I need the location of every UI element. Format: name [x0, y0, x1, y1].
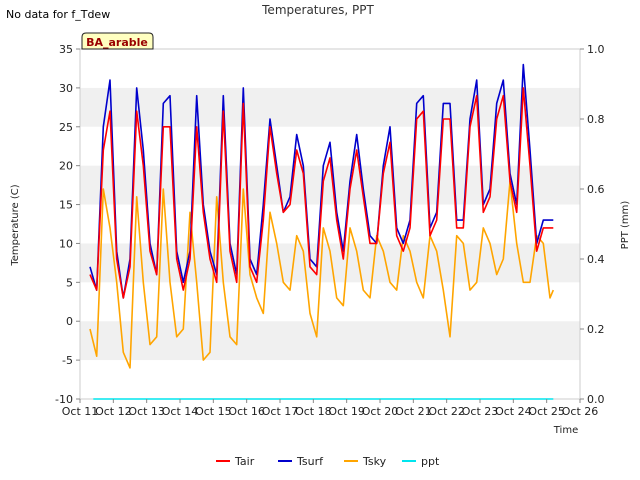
x-tick-label: Oct 19	[328, 405, 365, 418]
y-right-tick-label: 0.0	[587, 393, 605, 406]
y-tick-label: 0	[66, 315, 73, 328]
x-tick-label: Oct 26	[562, 405, 599, 418]
series-lines	[89, 63, 555, 400]
site-badge-box	[81, 32, 154, 50]
x-tick-label: Oct 21	[395, 405, 432, 418]
x-tick-label: Oct 23	[462, 405, 499, 418]
x-tick-label: Oct 18	[295, 405, 332, 418]
x-tick-label: Oct 15	[195, 405, 232, 418]
y-right-tick-label: 0.8	[587, 113, 605, 126]
x-tick-label: Oct 12	[95, 405, 132, 418]
legend-label-tsky: Tsky	[362, 455, 387, 468]
site-badge-label: BA_arable	[86, 36, 148, 49]
x-axis-label: Time	[553, 425, 578, 436]
x-tick-label: Oct 17	[262, 405, 299, 418]
y-axis-ticks: -10 -5 0 5 10 15 20 25 30 35	[55, 43, 80, 406]
background-band	[80, 321, 580, 361]
y-right-axis-ticks: 0.0 0.2 0.4 0.6 0.8 1.0	[580, 43, 605, 406]
y-tick-label: 20	[59, 160, 73, 173]
y-tick-label: 35	[59, 43, 73, 56]
series-line-tsky	[89, 180, 555, 369]
legend: Tair Tsurf Tsky ppt	[216, 455, 440, 468]
x-tick-label: Oct 13	[128, 405, 165, 418]
y-tick-label: 25	[59, 121, 73, 134]
y-tick-label: 15	[59, 199, 73, 212]
no-data-note: No data for f_Tdew	[6, 8, 110, 21]
y-right-axis-label: PPT (mm)	[620, 201, 631, 250]
x-tick-label: Oct 22	[428, 405, 465, 418]
legend-label-tsurf: Tsurf	[296, 455, 324, 468]
x-tick-label: Oct 25	[528, 405, 565, 418]
y-right-tick-label: 0.4	[587, 253, 605, 266]
y-right-tick-label: 0.2	[587, 323, 605, 336]
y-axis-label: Temperature (C)	[10, 184, 21, 266]
x-tick-label: Oct 11	[62, 405, 99, 418]
background-bands	[80, 87, 580, 361]
x-tick-label: Oct 20	[362, 405, 399, 418]
series-line-tair	[89, 87, 554, 299]
background-band	[80, 165, 580, 205]
y-right-tick-label: 0.6	[587, 183, 605, 196]
x-tick-label: Oct 16	[228, 405, 265, 418]
site-badge: BA_arable	[81, 32, 154, 50]
legend-label-tair: Tair	[234, 455, 255, 468]
y-tick-label: -10	[55, 393, 73, 406]
y-tick-label: -5	[62, 354, 73, 367]
y-tick-label: 10	[59, 237, 73, 250]
y-tick-label: 5	[66, 276, 73, 289]
y-tick-label: 30	[59, 82, 73, 95]
chart-title: Temperatures, PPT	[261, 3, 374, 17]
x-tick-label: Oct 14	[162, 405, 199, 418]
y-right-tick-label: 1.0	[587, 43, 605, 56]
legend-label-ppt: ppt	[421, 455, 440, 468]
x-tick-label: Oct 24	[495, 405, 532, 418]
